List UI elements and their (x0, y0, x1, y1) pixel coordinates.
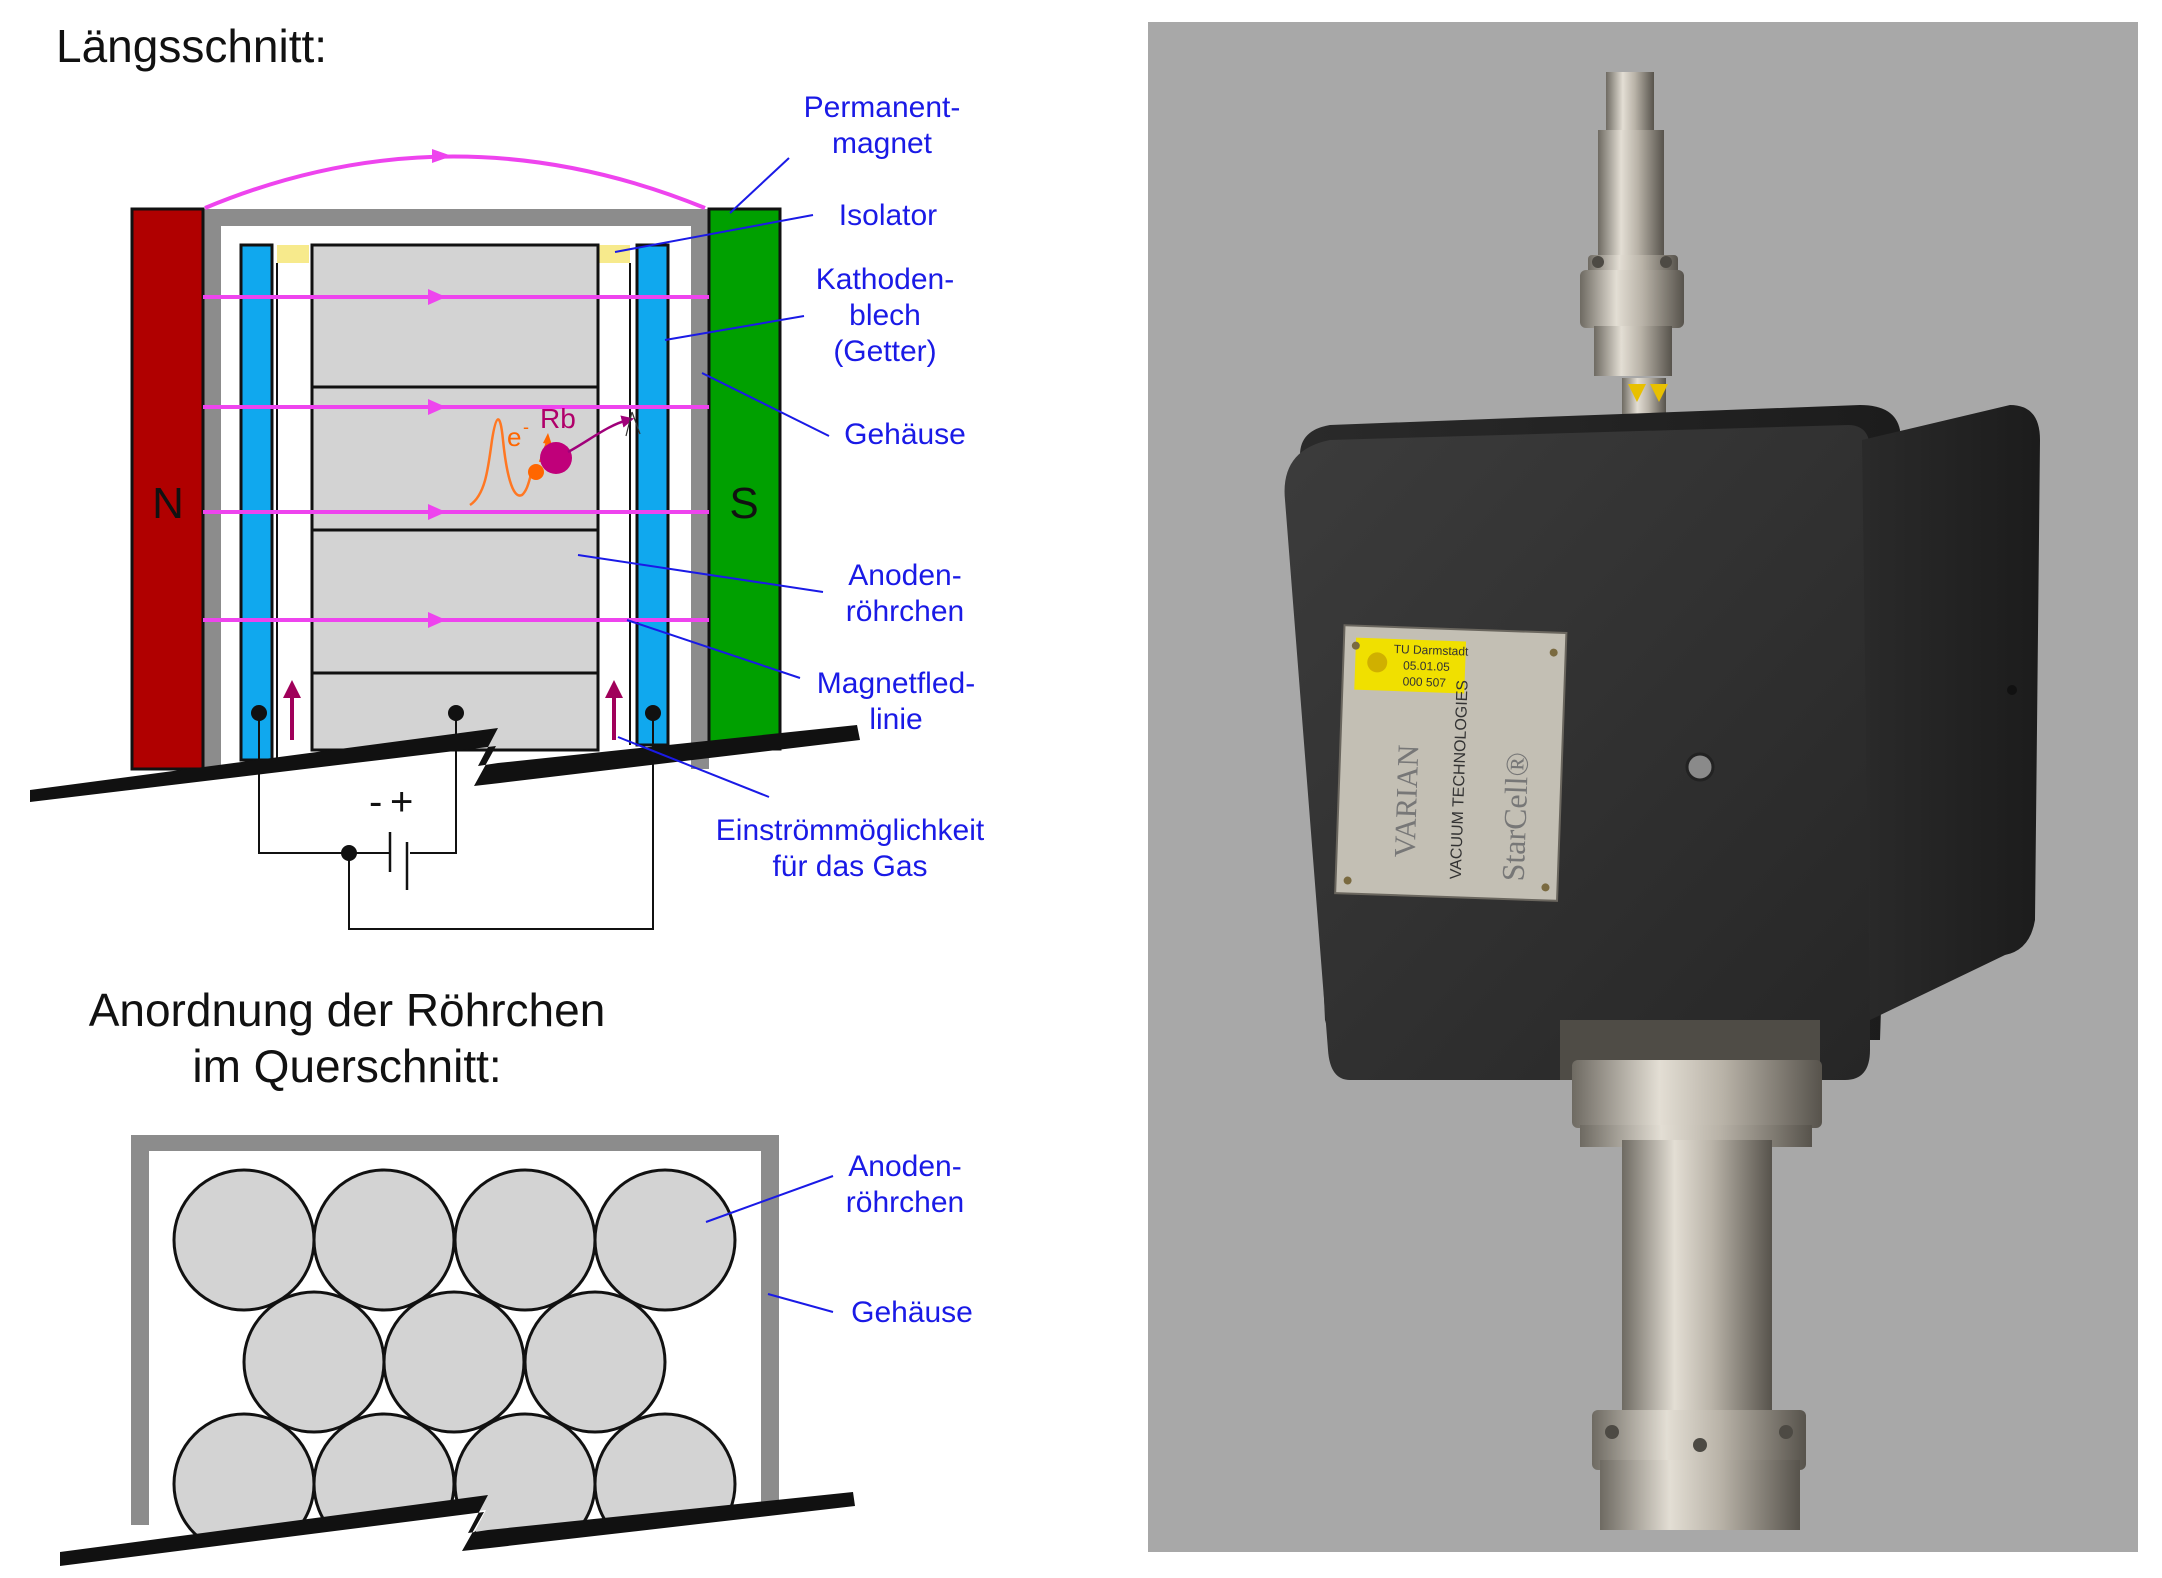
cross-label-anode-2: röhrchen (846, 1186, 964, 1219)
plate-brand: VARIAN (1388, 744, 1425, 858)
label-permanent-2: magnet (832, 127, 933, 160)
inflow-arrows (283, 680, 623, 740)
plate-sub: VACUUM TECHNOLOGIES (1448, 680, 1472, 880)
longitudinal-labels: Permanent- magnet Isolator Kathoden- ble… (716, 91, 985, 883)
anode-tubes (172, 1168, 737, 1556)
sticker-line-1: TU Darmstadt (1393, 642, 1469, 659)
sticker-line-2: 05.01.05 (1403, 658, 1450, 674)
anode-tube (593, 1168, 737, 1312)
ionisation-sketch: e - Rb (469, 403, 641, 507)
cross-base-line (60, 1492, 855, 1566)
electron-sup: - (523, 417, 529, 437)
cross-label-housing: Gehäuse (851, 1296, 973, 1329)
label-cathode-1: Kathoden- (816, 263, 954, 296)
anode-stack (310, 243, 600, 752)
base-line (30, 725, 860, 802)
warning-sign-icon (1628, 384, 1646, 402)
screw-icon (1685, 752, 1715, 782)
electron (528, 464, 544, 480)
anode-tube (242, 1290, 386, 1434)
electron-label: e (507, 422, 521, 452)
anode-tube (172, 1168, 316, 1312)
label-housing: Gehäuse (844, 418, 966, 451)
label-cathode-2: blech (849, 299, 921, 332)
anode-tube (382, 1290, 526, 1434)
field-lines (203, 289, 709, 628)
cross-label-anode-1: Anoden- (848, 1150, 961, 1183)
cathode-left (239, 243, 274, 762)
anode-tube (312, 1168, 456, 1312)
label-fieldline-1: Magnetfled- (817, 667, 975, 700)
battery-minus: - (369, 780, 382, 824)
bottom-flange (1572, 1060, 1822, 1128)
inventory-sticker (1354, 637, 1467, 694)
cross-leader-lines (705, 1175, 834, 1313)
circuit: - + (251, 705, 661, 930)
label-anode-1: Anoden- (848, 559, 961, 592)
rb-ion (540, 442, 572, 474)
magnet-north (130, 207, 205, 771)
cross-title-1: Anordnung der Röhrchen (89, 984, 606, 1036)
pole-south-label: S (729, 479, 758, 528)
label-fieldline-2: linie (869, 703, 922, 736)
isolator-left (277, 245, 309, 263)
battery-plus: + (390, 780, 413, 824)
magnet-box-side (1862, 405, 2040, 1020)
anode-tube (453, 1168, 597, 1312)
cross-title-2: im Querschnitt: (192, 1040, 501, 1092)
label-isolator: Isolator (839, 199, 937, 232)
isolator-right (598, 245, 630, 263)
warning-sign-icon (1650, 384, 1668, 402)
label-cathode-3: (Getter) (833, 335, 936, 368)
rb-label: Rb (540, 403, 576, 434)
sticker-line-3: 000 507 (1402, 674, 1446, 690)
label-anode-2: röhrchen (846, 595, 964, 628)
longitudinal-section: Längsschnitt: N S (30, 20, 985, 930)
pole-north-label: N (152, 479, 184, 528)
cathode-right (635, 243, 670, 747)
plate-product: StarCell® (1495, 752, 1535, 882)
nameplate: TU Darmstadt 05.01.05 000 507 VARIAN VAC… (1334, 624, 1568, 902)
bottom-tube (1622, 1140, 1772, 1460)
longitudinal-title: Längsschnitt: (56, 20, 327, 72)
anode-tube (523, 1290, 667, 1434)
leader-lines (577, 157, 830, 798)
label-inflow-2: für das Gas (772, 850, 927, 883)
cross-section: Anordnung der Röhrchen im Querschnitt: A… (20, 984, 973, 1578)
top-flange (1580, 270, 1684, 328)
pump-photo: TU Darmstadt 05.01.05 000 507 VARIAN VAC… (1148, 22, 2138, 1552)
label-inflow-1: Einströmmöglichkeit (716, 814, 985, 847)
label-permanent-1: Permanent- (804, 91, 961, 124)
magnet-arc (204, 154, 706, 210)
